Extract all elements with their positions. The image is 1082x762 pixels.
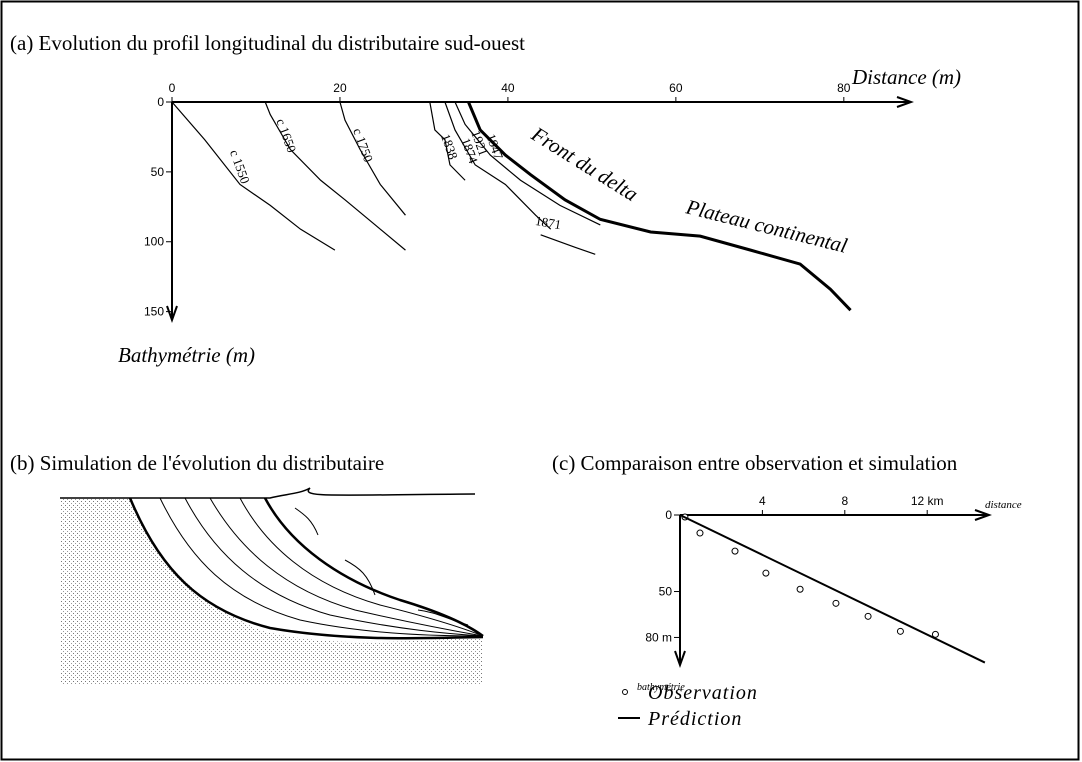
series-label: c 1550 <box>227 148 253 186</box>
x-axis-label: distance <box>985 499 1022 511</box>
observation-point <box>731 547 739 555</box>
y-tick-label: 50 <box>659 585 673 599</box>
profile-line <box>171 101 336 251</box>
annotation: Plateau continental <box>683 194 850 257</box>
series-label: c 1650 <box>273 116 299 154</box>
panel-a-title: (a) Evolution du profil longitudinal du … <box>10 31 525 55</box>
profile-line <box>444 101 552 230</box>
y-tick-label: 100 <box>144 235 164 249</box>
profile-line <box>540 234 596 255</box>
profile-line <box>467 101 852 312</box>
x-tick-label: 4 <box>759 494 766 508</box>
observation-point <box>931 630 939 638</box>
flow-arrow <box>294 507 469 626</box>
observation-point <box>864 612 872 620</box>
profile <box>239 497 484 637</box>
profile-line <box>339 101 406 216</box>
x-axis <box>172 96 914 108</box>
legend-label: Observation <box>648 682 758 704</box>
x-tick-label: 12 km <box>911 494 944 508</box>
observation-point <box>696 529 704 537</box>
x-tick-label: 80 <box>837 81 851 95</box>
profile <box>209 497 484 637</box>
observation-point <box>832 599 840 607</box>
legend-marker <box>622 689 628 695</box>
panel-b-diagram <box>60 487 484 685</box>
profile <box>128 497 484 640</box>
x-tick-label: 60 <box>669 81 683 95</box>
surface <box>60 487 476 499</box>
observation-point <box>896 627 904 635</box>
legend-label: Prédiction <box>647 708 742 730</box>
y-tick-label: 80 m <box>645 630 672 644</box>
y-axis-label: bathymétrie <box>637 682 685 693</box>
y-axis <box>674 515 686 668</box>
observation-point <box>796 585 804 593</box>
profile <box>263 497 484 638</box>
y-axis <box>166 102 178 323</box>
y-tick-label: 50 <box>151 165 165 179</box>
profile-line <box>454 101 601 226</box>
x-tick-label: 20 <box>333 81 347 95</box>
x-tick-label: 0 <box>169 81 176 95</box>
sediment <box>60 498 483 685</box>
y-axis-label: Bathymétrie (m) <box>118 343 255 367</box>
y-tick-label: 0 <box>665 508 672 522</box>
x-tick-label: 40 <box>501 81 515 95</box>
profile-line <box>264 101 406 251</box>
y-tick-label: 150 <box>144 305 164 319</box>
profile <box>159 497 484 637</box>
panel-c-title: (c) Comparaison entre observation et sim… <box>552 451 958 475</box>
x-axis <box>680 509 992 521</box>
prediction-line <box>679 514 986 664</box>
x-axis-label: Distance (m) <box>851 65 961 89</box>
annotation: Front du delta <box>527 121 643 206</box>
y-tick-label: 0 <box>157 95 164 109</box>
profile <box>184 497 484 637</box>
x-tick-label: 8 <box>841 494 848 508</box>
series-label: 1838 <box>438 132 461 162</box>
series-label: 1871 <box>534 213 562 232</box>
panel-b-title: (b) Simulation de l'évolution du distrib… <box>10 451 384 475</box>
series-label: c 1750 <box>350 126 376 164</box>
observation-point <box>762 569 770 577</box>
profile-line <box>429 101 466 181</box>
